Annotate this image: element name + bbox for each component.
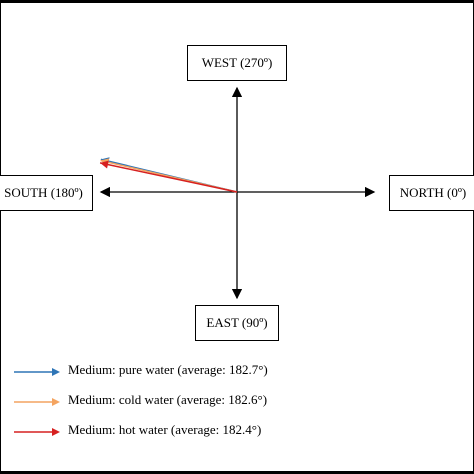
blue-arrow-icon: [14, 368, 60, 376]
legend-label-cold-water: Medium: cold water (average: 182.6°): [68, 392, 268, 407]
west-label: WEST (270º): [187, 45, 287, 81]
red-arrow-icon: [14, 428, 60, 436]
legend-label-hot-water: Medium: hot water (average: 182.4°): [68, 422, 262, 437]
east-label: EAST (90º): [195, 305, 279, 341]
south-label: SOUTH (180º): [0, 175, 93, 211]
vector-hot-water: [99, 162, 238, 193]
orange-arrow-icon: [14, 398, 60, 406]
north-label: NORTH (0º): [389, 175, 474, 211]
vector-hot-water-head: [100, 160, 109, 169]
legend-label-pure-water: Medium: pure water (average: 182.7°): [68, 362, 268, 377]
